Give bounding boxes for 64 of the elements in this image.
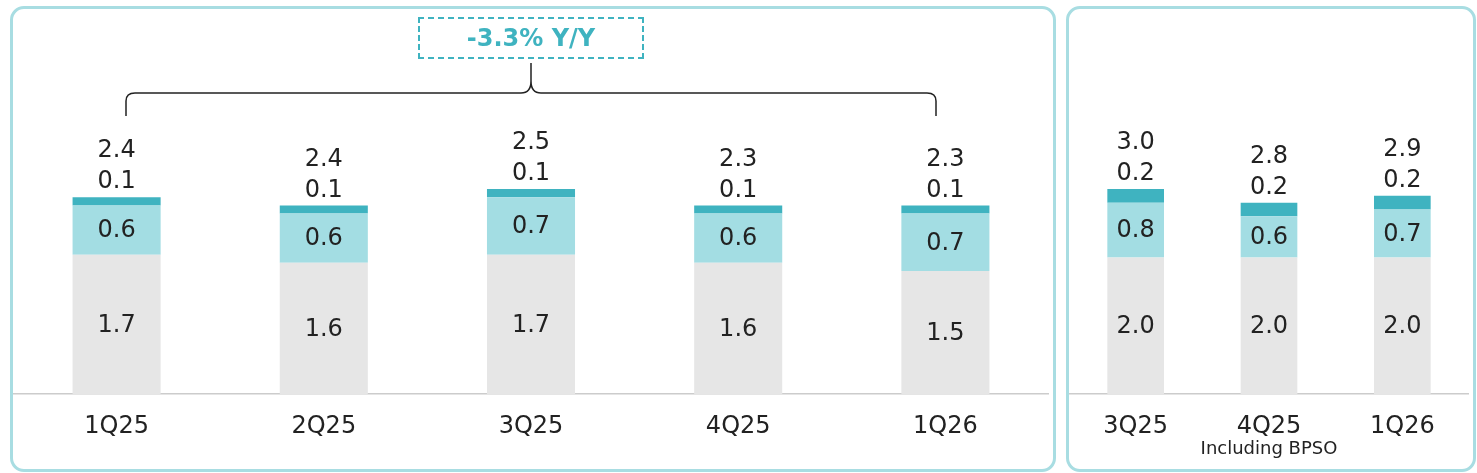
bar [1240,257,1298,395]
bar [72,197,161,206]
total-label: 2.4 [97,135,136,164]
data-label: 0.8 [1116,215,1155,244]
bar [1374,257,1431,395]
total-label: 2.5 [511,127,551,156]
bar [72,254,161,395]
text: Including BPSO [1199,437,1339,458]
data-label: 0.2 [1249,171,1289,200]
x-tick-label: 3Q25 [1103,410,1169,439]
data-label: 1.7 [511,309,551,338]
total-label: 3.0 [1116,127,1155,156]
bar [1107,189,1164,203]
bar [1374,195,1431,210]
total-label: 2.4 [304,143,343,172]
data-label: 2.0 [1116,311,1155,340]
data-label: 0.7 [511,211,551,240]
data-label: 0.6 [97,215,136,244]
bar [901,271,990,395]
bar [279,213,368,263]
bar [1107,257,1164,395]
bar [486,254,576,395]
bar [1374,209,1431,258]
x-tick-label: 1Q25 [84,410,149,439]
data-label: 0.1 [97,166,136,195]
data-label: 0.6 [304,223,343,252]
bar [279,205,368,214]
data-label: 2.0 [1249,311,1289,340]
data-label: 1.7 [97,309,136,338]
total-label: 2.3 [719,143,758,172]
data-label: 1.6 [719,313,758,342]
bar [901,205,990,214]
bar [486,197,576,255]
total-label: 2.9 [1383,134,1422,163]
x-tick-label: 1Q26 [913,410,978,439]
bar [1240,202,1298,217]
x-tick-label: 4Q25 [705,410,771,439]
bar [901,213,990,272]
data-label: 0.7 [926,227,965,256]
total-label: 2.3 [926,143,965,172]
data-label: 0.2 [1116,158,1155,187]
data-label: 0.6 [719,223,758,252]
data-label: 0.1 [719,174,758,203]
bar [694,205,783,214]
bar [72,205,161,255]
data-label: 0.1 [926,174,965,203]
bar [694,213,783,263]
x-tick-label: 3Q25 [498,410,564,439]
data-label: 1.6 [304,313,343,342]
x-tick-label: 2Q25 [291,410,357,439]
data-label: 0.2 [1383,165,1422,194]
x-tick-label: 4Q25 [1236,410,1302,439]
text: -3.3% Y/Y [418,17,644,59]
bar [694,262,783,395]
total-label: 2.8 [1249,140,1289,169]
x-tick-label: 1Q26 [1369,410,1435,439]
bar [486,189,576,198]
bar [279,262,368,395]
data-label: 0.6 [1249,222,1289,251]
data-label: 0.7 [1383,218,1422,247]
data-label: 1.5 [926,317,965,346]
data-label: 0.1 [511,158,551,187]
data-label: 0.1 [304,174,343,203]
data-label: 2.0 [1383,311,1422,340]
